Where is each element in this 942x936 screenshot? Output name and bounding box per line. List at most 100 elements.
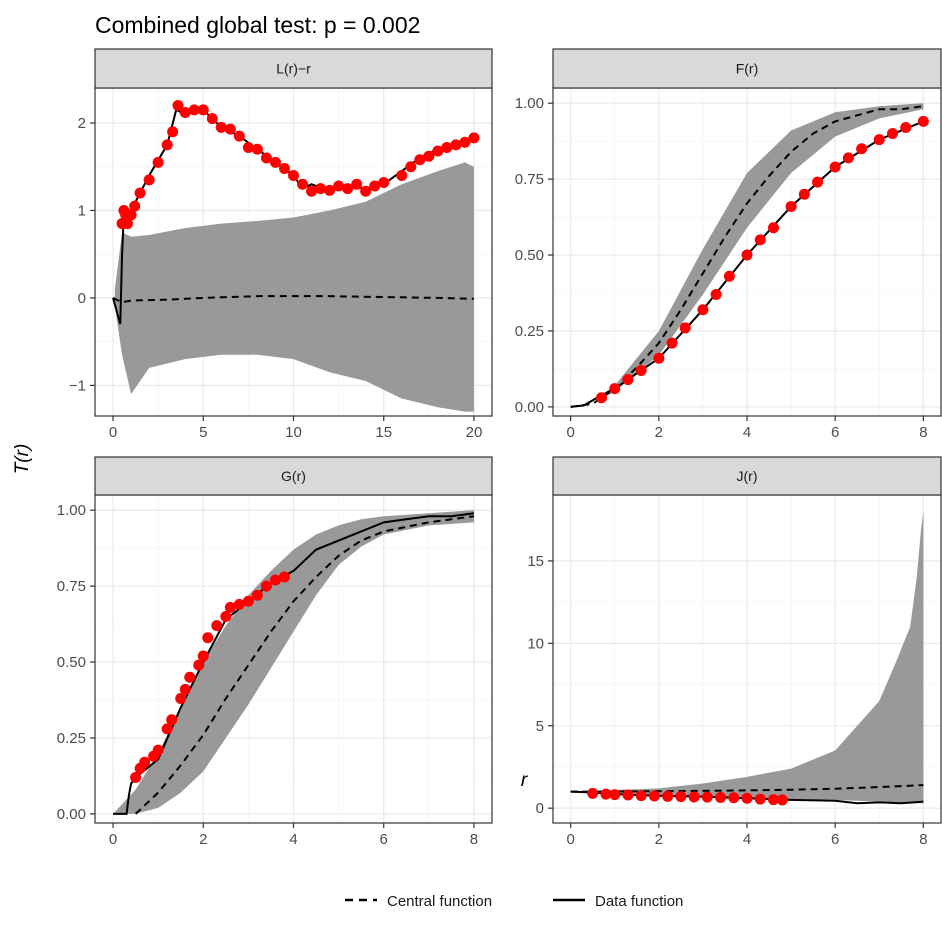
panel-4-x-tick-label: 8 bbox=[919, 831, 927, 848]
panel-2-x-tick-label: 8 bbox=[919, 424, 927, 441]
panel-2-flagged-point bbox=[900, 121, 912, 133]
panel-1-strip bbox=[94, 48, 493, 89]
panel-1-flagged-point bbox=[324, 184, 336, 196]
panel-3-strip bbox=[94, 456, 493, 496]
panel-1-central-line bbox=[112, 295, 474, 304]
panel-1-y-tick-label: 1 bbox=[78, 202, 86, 219]
panel-3-flagged-point bbox=[179, 683, 191, 695]
panel-2-x-tick-label: 4 bbox=[743, 424, 751, 441]
panel-4-flagged-point bbox=[754, 793, 766, 805]
panel-1-flagged-point bbox=[306, 185, 318, 197]
panel-3-flagged-point bbox=[184, 671, 196, 683]
panel-3-y-tick-label: 0.50 bbox=[57, 654, 86, 671]
panel-4-y-tick-label: 0 bbox=[536, 800, 544, 817]
panel-2-strip-label: F(r) bbox=[736, 61, 759, 77]
panel-1-flagged-point bbox=[167, 126, 179, 138]
panel-1-flagged-point bbox=[188, 104, 200, 116]
panel-3-x-tick-label: 8 bbox=[470, 831, 478, 848]
panel-1-flagged-point bbox=[224, 123, 236, 135]
panel-1-x-tick-label: 5 bbox=[199, 424, 207, 441]
panel-4-flagged-point bbox=[609, 789, 621, 801]
panel-3-flagged-point bbox=[220, 610, 232, 622]
panel-1-flagged-point bbox=[260, 152, 272, 164]
panel-3-x-tick-label: 0 bbox=[109, 831, 117, 848]
panel-3-flagged-point bbox=[166, 714, 178, 726]
panel-3-flagged-point bbox=[175, 692, 187, 704]
panel-3-flagged-point bbox=[260, 580, 272, 592]
panel-4-flagged-point bbox=[767, 794, 779, 806]
panel-1-flagged-point bbox=[215, 121, 227, 133]
x-axis-label: r bbox=[521, 770, 528, 791]
panel-2-flagged-point bbox=[723, 270, 735, 282]
panel-2-y-tick-label: 0.75 bbox=[515, 171, 544, 188]
panel-3-flagged-point bbox=[130, 771, 142, 783]
panel-2-central-line bbox=[570, 105, 924, 408]
panel-3-flagged-point bbox=[152, 744, 164, 756]
panel-4-x-tick-label: 4 bbox=[743, 831, 751, 848]
panel-4-central-line bbox=[570, 784, 924, 793]
panel-1-flagged-point bbox=[432, 145, 444, 157]
panel-1-flagged-point bbox=[378, 176, 390, 188]
panel-1: L(r)−r 0 5 10 15 20 −1 0 1 2 bbox=[69, 48, 493, 441]
panel-2-flagged-point bbox=[856, 143, 868, 155]
panel-1-flagged-point bbox=[414, 154, 426, 166]
panel-1-flagged-point bbox=[459, 136, 471, 148]
panel-2-y-tick-label: 0.50 bbox=[515, 247, 544, 264]
panel-4-flagged-point bbox=[715, 791, 727, 803]
y-axis-label: T(r) bbox=[12, 444, 33, 475]
panel-1-flagged-point bbox=[288, 169, 299, 181]
panel-1-flagged-point bbox=[143, 174, 155, 186]
panel-1-flagged-point bbox=[179, 106, 191, 118]
panel-3-flagged-point bbox=[242, 595, 254, 607]
panel-2-y-tick-label: 0.25 bbox=[515, 323, 544, 340]
panel-2-flagged-point bbox=[785, 200, 797, 212]
panel-2-flagged-point bbox=[609, 383, 621, 395]
panel-3-strip-label: G(r) bbox=[281, 468, 306, 484]
panel-2-x-tick-label: 2 bbox=[655, 424, 663, 441]
panel-3-flagged-point bbox=[161, 723, 173, 735]
panel-4-flagged-point bbox=[701, 791, 713, 803]
panel-4-y-tick-label: 10 bbox=[527, 635, 544, 652]
panel-1-flagged-point bbox=[172, 99, 184, 111]
panel-2-flagged-point bbox=[842, 152, 854, 164]
legend: Central function Data function bbox=[345, 893, 683, 910]
panel-4-x-tick-label: 2 bbox=[655, 831, 663, 848]
panel-4-flagged-point bbox=[622, 789, 634, 801]
panel-3: G(r) 0 2 4 6 8 0.00 0.25 0.50 0.75 1.00 bbox=[57, 456, 493, 848]
panel-4-flagged-point bbox=[688, 791, 700, 803]
legend-label-central: Central function bbox=[387, 893, 492, 910]
panel-2-flagged-point bbox=[873, 134, 885, 146]
panel-1-x-tick-label: 15 bbox=[375, 424, 392, 441]
panel-2-flagged-point bbox=[767, 222, 779, 234]
panel-2-flagged-point bbox=[887, 128, 898, 140]
panel-3-flagged-point bbox=[233, 598, 245, 610]
panel-2-envelope bbox=[597, 103, 924, 401]
panel-3-flagged-point bbox=[278, 571, 290, 583]
panel-1-x-tick-label: 0 bbox=[109, 424, 117, 441]
panel-3-flagged-point bbox=[269, 574, 281, 586]
legend-label-data: Data function bbox=[595, 893, 683, 910]
panel-2-flagged-point bbox=[710, 289, 722, 301]
panel-2-y-tick-label: 0.00 bbox=[515, 399, 544, 416]
panel-3-envelope bbox=[113, 510, 474, 814]
panel-4-x-tick-label: 6 bbox=[831, 831, 839, 848]
panel-2-flagged-point bbox=[596, 392, 607, 404]
panel-4-flagged-point bbox=[741, 792, 753, 804]
panel-4-flagged-point bbox=[600, 788, 612, 800]
panel-1-flagged-point bbox=[369, 180, 381, 192]
panel-1-y-tick-label: 2 bbox=[78, 115, 86, 132]
panel-3-x-tick-label: 6 bbox=[380, 831, 388, 848]
panel-1-flagged-point bbox=[342, 183, 354, 195]
panel-2-y-tick-label: 1.00 bbox=[515, 95, 544, 112]
panel-4-flagged-point bbox=[728, 792, 740, 804]
panel-2-flagged-point bbox=[798, 188, 810, 200]
panel-1-flagged-point bbox=[333, 180, 345, 192]
panel-2-strip bbox=[552, 48, 942, 89]
panel-2-flagged-point bbox=[653, 352, 665, 364]
panel-3-flagged-point bbox=[224, 601, 236, 613]
panel-3-x-tick-label: 2 bbox=[199, 831, 207, 848]
panel-4-envelope bbox=[570, 511, 924, 804]
panel-1-flagged-point bbox=[269, 156, 281, 168]
panel-2-x-tick-label: 0 bbox=[566, 424, 574, 441]
panel-3-flagged-point bbox=[211, 620, 223, 632]
